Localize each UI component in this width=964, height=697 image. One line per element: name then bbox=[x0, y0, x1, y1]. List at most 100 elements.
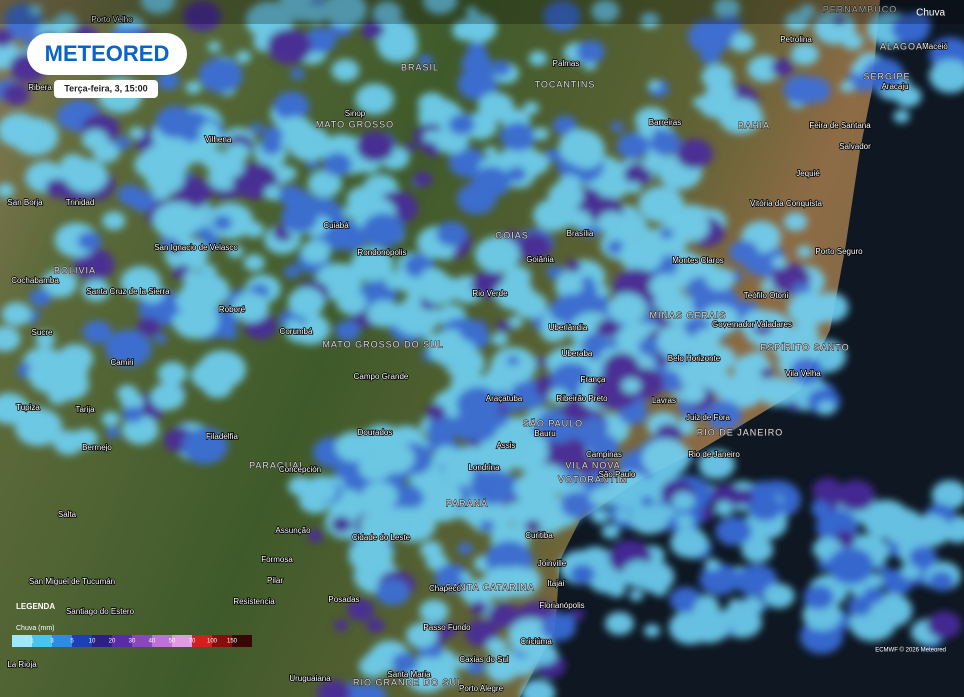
region-label: MATO GROSSO DO SUL bbox=[322, 339, 443, 349]
city-label: Corumbá bbox=[280, 327, 313, 336]
rain-cell bbox=[623, 163, 653, 186]
rain-cell bbox=[122, 406, 144, 423]
rain-cell bbox=[565, 259, 581, 273]
rain-cell bbox=[840, 81, 855, 93]
rain-cell bbox=[531, 422, 547, 435]
rain-cell bbox=[420, 540, 443, 559]
region-label: SERGIPE bbox=[863, 71, 910, 81]
logo[interactable]: METEORED bbox=[45, 41, 170, 66]
city-label: Palmas bbox=[553, 59, 580, 68]
timestamp-box[interactable] bbox=[54, 80, 158, 98]
rain-cell bbox=[634, 107, 668, 134]
rain-cell bbox=[893, 109, 910, 123]
rain-cell bbox=[176, 283, 219, 318]
legend-swatch bbox=[192, 635, 212, 647]
rain-cell bbox=[850, 62, 866, 75]
city-label: Roboré bbox=[219, 305, 246, 314]
rain-cell bbox=[758, 376, 796, 407]
rain-cell bbox=[787, 292, 831, 327]
rain-cell bbox=[680, 383, 706, 404]
rain-cell bbox=[728, 598, 743, 611]
rain-cell bbox=[705, 400, 742, 430]
city-label: Vilhena bbox=[205, 135, 232, 144]
rain-cell bbox=[153, 333, 168, 344]
rain-cell bbox=[503, 501, 532, 524]
legend-value: 20 bbox=[109, 639, 116, 645]
rain-cell bbox=[262, 126, 284, 144]
rain-cell bbox=[227, 245, 244, 258]
rain-cell bbox=[649, 224, 688, 256]
rain-cell bbox=[652, 584, 668, 597]
rain-cell bbox=[656, 355, 670, 367]
city-label: Barreiras bbox=[649, 118, 681, 127]
rain-cell bbox=[243, 254, 265, 272]
rain-cell bbox=[517, 233, 552, 261]
rain-cell bbox=[434, 563, 470, 592]
rain-cell bbox=[384, 271, 408, 290]
rain-cell bbox=[331, 516, 352, 533]
rain-cell bbox=[891, 13, 930, 45]
rain-cell bbox=[927, 611, 962, 639]
city-label: San Miguel de Tucumán bbox=[29, 577, 115, 586]
region-label: VILA NOVA bbox=[565, 460, 620, 470]
city-label: Porto Seguro bbox=[815, 247, 863, 256]
rain-cell bbox=[1, 302, 32, 326]
rain-cell bbox=[605, 611, 634, 635]
rain-cell bbox=[212, 215, 233, 231]
rain-cell bbox=[722, 308, 739, 322]
rain-cell bbox=[694, 349, 730, 378]
rain-cell bbox=[375, 578, 410, 606]
legend-value: 40 bbox=[149, 639, 156, 645]
region-label: ALAGOAS bbox=[880, 41, 930, 51]
city-label: Florianópolis bbox=[539, 601, 584, 610]
region-label: SANTA CATARINA bbox=[445, 582, 535, 592]
rain-cell bbox=[476, 254, 493, 268]
legend-swatch bbox=[32, 635, 52, 647]
rain-cell bbox=[310, 480, 338, 502]
rain-cell bbox=[614, 509, 631, 522]
rain-cell bbox=[466, 659, 485, 675]
legend-value: 3 bbox=[50, 639, 54, 645]
rain-cell bbox=[649, 130, 682, 156]
rain-cell bbox=[718, 98, 763, 134]
rain-cell bbox=[29, 288, 52, 307]
rain-cell bbox=[426, 482, 463, 512]
city-label: Assis bbox=[496, 441, 515, 450]
rain-cell bbox=[459, 571, 473, 582]
legend-swatch bbox=[232, 635, 252, 647]
rain-cell bbox=[273, 91, 310, 121]
timestamp[interactable]: Terça-feira, 3, 15:00 bbox=[64, 83, 147, 93]
rain-cell bbox=[863, 586, 885, 604]
rain-cell bbox=[863, 58, 904, 91]
rain-cell bbox=[742, 596, 764, 614]
legend-value: 1 bbox=[30, 639, 34, 645]
rain-cell bbox=[60, 153, 86, 175]
rain-cell bbox=[494, 278, 535, 311]
rain-cell bbox=[836, 480, 876, 511]
rain-cell bbox=[448, 114, 475, 135]
city-label: Cidade do Leste bbox=[352, 533, 411, 542]
rain-cell bbox=[607, 582, 626, 598]
rain-cell bbox=[484, 146, 498, 157]
rain-cell bbox=[796, 245, 813, 258]
rain-cell bbox=[670, 527, 709, 559]
city-label: Santa Cruz de la Sierra bbox=[86, 287, 170, 296]
rain-cell bbox=[715, 516, 752, 546]
rain-cell bbox=[705, 267, 735, 291]
logo-badge[interactable] bbox=[27, 33, 187, 75]
rain-cell bbox=[485, 638, 508, 656]
rain-cell bbox=[304, 3, 328, 24]
rain-cell bbox=[331, 220, 370, 251]
rain-cell bbox=[417, 92, 446, 115]
rain-cell bbox=[441, 671, 459, 685]
legend-swatch bbox=[112, 635, 132, 647]
rain-cell bbox=[452, 19, 479, 41]
rain-cell bbox=[715, 376, 749, 404]
rain-cell bbox=[359, 513, 388, 536]
rain-cell bbox=[570, 608, 585, 621]
rain-cell bbox=[333, 619, 349, 632]
city-label: Assunção bbox=[275, 526, 311, 535]
rain-cell bbox=[316, 679, 351, 697]
